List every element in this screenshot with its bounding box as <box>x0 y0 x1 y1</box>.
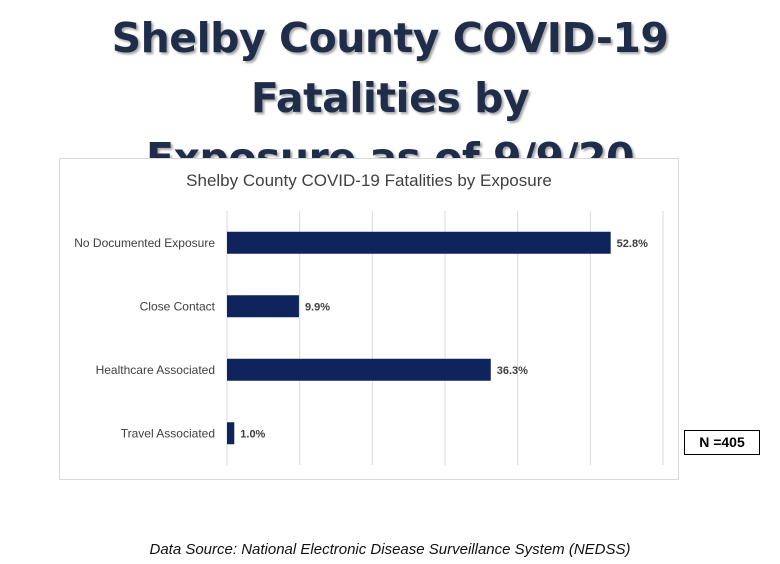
bar-chart-plot: No Documented Exposure 52.8% Close Contact… <box>74 211 664 465</box>
category-label: Close Contact <box>140 299 216 313</box>
chart-title: Shelby County COVID-19 Fatalities by Exp… <box>186 171 552 190</box>
bar <box>227 295 299 318</box>
bar <box>227 422 235 445</box>
slide-title-line-1: Shelby County COVID-19 Fatalities by <box>111 14 669 122</box>
bar <box>227 231 611 254</box>
category-label: No Documented Exposure <box>74 236 215 250</box>
sample-size-badge: N =405 <box>684 430 760 455</box>
data-label: 36.3% <box>497 365 528 377</box>
data-label: 52.8% <box>617 238 648 250</box>
data-label: 1.0% <box>240 428 265 440</box>
chart-frame: Shelby County COVID-19 Fatalities by Exp… <box>59 158 679 480</box>
category-label: Travel Associated <box>121 426 215 440</box>
bar <box>227 358 491 381</box>
data-label: 9.9% <box>305 301 330 313</box>
category-label: Healthcare Associated <box>96 363 215 377</box>
data-source-note: Data Source: National Electronic Disease… <box>149 541 631 558</box>
